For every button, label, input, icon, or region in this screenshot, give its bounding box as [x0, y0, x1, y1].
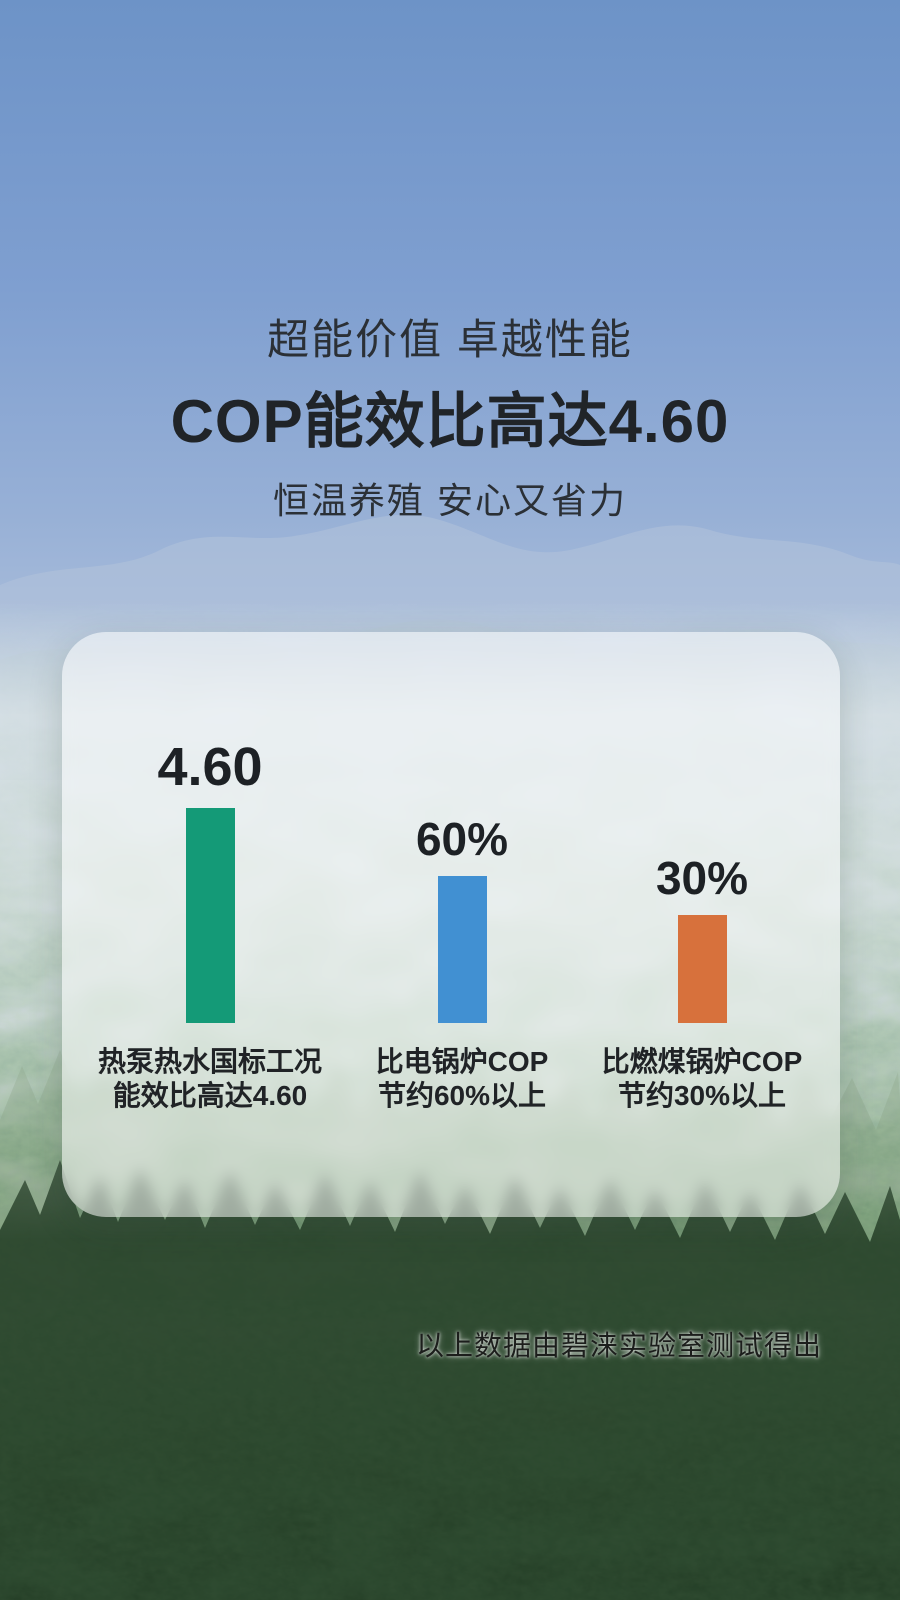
bar-value-label: 30%: [655, 852, 749, 904]
headline-block: 超能价值 卓越性能 COP能效比高达4.60 恒温养殖 安心又省力: [0, 306, 900, 524]
bar-orange: [677, 915, 727, 1023]
bar-column-heatpump: 4.60 热泵热水国标工况 能效比高达4.60: [90, 632, 330, 1113]
treeline-front: [0, 1160, 900, 1600]
bar-caption: 比电锅炉COP 节约60%以上: [342, 1045, 582, 1113]
bar-caption: 热泵热水国标工况 能效比高达4.60: [90, 1045, 330, 1113]
bar-value-label: 4.60: [157, 737, 263, 797]
bar-caption-line1: 比燃煤锅炉COP: [601, 1046, 803, 1077]
headline-eyebrow: 超能价值 卓越性能: [267, 316, 633, 363]
bar-caption-line1: 热泵热水国标工况: [97, 1046, 322, 1077]
bar-caption-line2: 节约60%以上: [377, 1080, 547, 1111]
bar-caption-line2: 节约30%以上: [617, 1080, 787, 1111]
chart-card: 4.60 热泵热水国标工况 能效比高达4.60 60% 比电锅炉COP 节约60…: [62, 632, 840, 1217]
bar-caption: 比燃煤锅炉COP 节约30%以上: [582, 1045, 822, 1113]
bar-blue: [437, 876, 487, 1023]
bar-value-label: 60%: [415, 813, 509, 865]
bar-green: [185, 808, 235, 1023]
lab-data-footnote: 以上数据由碧涞实验室测试得出: [415, 1330, 822, 1361]
headline-subtitle: 恒温养殖 安心又省力: [272, 480, 627, 521]
bar-column-coal-boiler: 30% 比燃煤锅炉COP 节约30%以上: [582, 632, 822, 1113]
bar-caption-line1: 比电锅炉COP: [375, 1046, 549, 1077]
bar-column-electric-boiler: 60% 比电锅炉COP 节约60%以上: [342, 632, 582, 1113]
page-title: COP能效比高达4.60: [170, 388, 730, 455]
bar-caption-line2: 能效比高达4.60: [112, 1080, 308, 1111]
